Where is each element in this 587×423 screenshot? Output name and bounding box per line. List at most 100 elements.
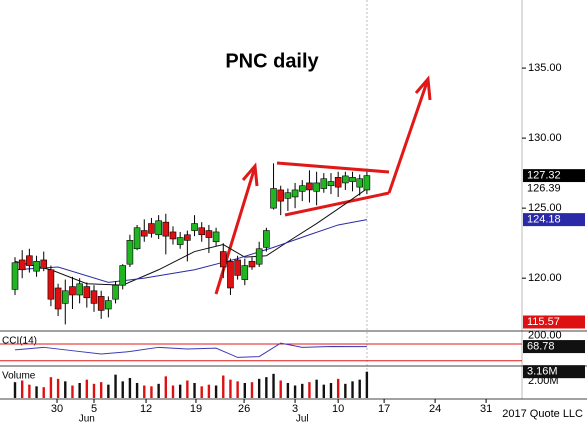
candle-body — [306, 182, 313, 191]
candle-body — [126, 240, 134, 265]
price-label: 126.39 — [527, 183, 561, 195]
x-tick-label: 17 — [378, 403, 390, 415]
price-label-box — [523, 213, 585, 227]
volume-bar — [272, 373, 275, 398]
volume-bar — [56, 378, 60, 398]
panel-title: CCI(14) — [2, 336, 37, 347]
candle-body — [119, 265, 127, 286]
candle-body — [54, 287, 62, 310]
candle-body — [18, 259, 26, 271]
candle-body — [248, 261, 256, 268]
volume-bar — [150, 386, 153, 398]
candle-body — [69, 286, 76, 296]
candle-body — [76, 283, 83, 296]
x-tick-label: 12 — [140, 403, 152, 415]
candle-body — [83, 286, 91, 299]
volume-bar — [315, 379, 318, 398]
candle-body — [198, 227, 206, 236]
candle-body — [298, 185, 306, 192]
candle-body — [61, 290, 69, 304]
x-tick-label: 10 — [332, 403, 344, 415]
volume-bar — [358, 379, 361, 398]
x-tick-label: 5 — [91, 403, 97, 415]
volume-bar — [178, 384, 182, 398]
x-tick-label: 3 — [292, 403, 298, 415]
candle-body — [327, 181, 335, 187]
volume-bar — [42, 387, 45, 398]
price-label-box — [523, 315, 585, 329]
candle-body — [148, 223, 155, 234]
candle-body — [47, 269, 55, 300]
volume-bar — [293, 385, 297, 398]
arrow — [214, 169, 256, 295]
volume-bar — [128, 378, 132, 398]
candle-body — [105, 300, 112, 310]
volume-bar — [193, 383, 196, 398]
candle-body — [342, 175, 349, 184]
x-tick-label: 19 — [190, 403, 202, 415]
volume-bar — [200, 386, 203, 398]
arrow-head — [414, 75, 432, 101]
candle-body — [184, 234, 191, 241]
candle-body — [33, 261, 40, 272]
volume-bar — [308, 382, 311, 398]
source: 2017 Quote LLC — [502, 408, 583, 420]
candle-body — [284, 192, 292, 199]
volume-bar — [351, 381, 354, 398]
volume-bar — [171, 385, 175, 398]
candle-body — [140, 230, 148, 237]
volume-bar — [143, 385, 146, 398]
candle-body — [356, 178, 364, 188]
candle-body — [97, 296, 105, 311]
volume-bar — [28, 384, 31, 398]
y-tick-label: 135.00 — [528, 62, 562, 74]
annotations — [214, 75, 432, 295]
candle-body — [162, 221, 170, 237]
candle-body — [227, 261, 234, 289]
cci-tick-label: 200.00 — [528, 329, 562, 341]
month-label: Jul — [296, 414, 309, 423]
candle-body — [40, 259, 48, 269]
moving-average — [14, 219, 367, 283]
volume-bar — [344, 383, 347, 398]
candle-body — [212, 231, 220, 243]
candle-body — [205, 230, 213, 238]
volume-bar — [71, 385, 74, 398]
x-tick-label: 26 — [238, 403, 250, 415]
candle-body — [112, 284, 119, 300]
x-tick-label: 31 — [480, 403, 492, 415]
volume-bar — [64, 381, 67, 398]
cci-line — [14, 342, 367, 358]
volume-bar — [365, 371, 369, 398]
chart-title: PNC daily — [225, 50, 319, 72]
volume-bar — [214, 385, 218, 398]
volume-bar — [99, 382, 103, 398]
volume-bar — [114, 374, 117, 398]
candle-body — [155, 220, 162, 236]
candle-body — [349, 177, 356, 182]
volume-bar — [20, 380, 24, 398]
candle-body — [320, 178, 328, 189]
volume-bar — [322, 384, 325, 398]
candle-body — [176, 237, 184, 245]
cci-value-label: 68.78 — [527, 340, 555, 352]
candle-body — [241, 265, 249, 280]
volume-bar — [107, 384, 110, 398]
candle-body — [277, 189, 285, 202]
panel-title: Volume — [2, 371, 36, 382]
volume-bar — [121, 381, 124, 398]
candle-body — [291, 189, 299, 198]
volume-bar — [257, 378, 261, 398]
volume-bar — [286, 383, 290, 398]
candle-body — [169, 231, 177, 240]
volume-bar — [336, 378, 340, 398]
x-tick-label: 30 — [51, 403, 63, 415]
volume-bar — [236, 381, 239, 398]
candle-body — [263, 230, 270, 248]
volume-bar — [35, 386, 38, 398]
price-label: 127.32 — [527, 170, 561, 182]
candle-body — [26, 255, 33, 266]
volume-bar — [13, 382, 17, 398]
